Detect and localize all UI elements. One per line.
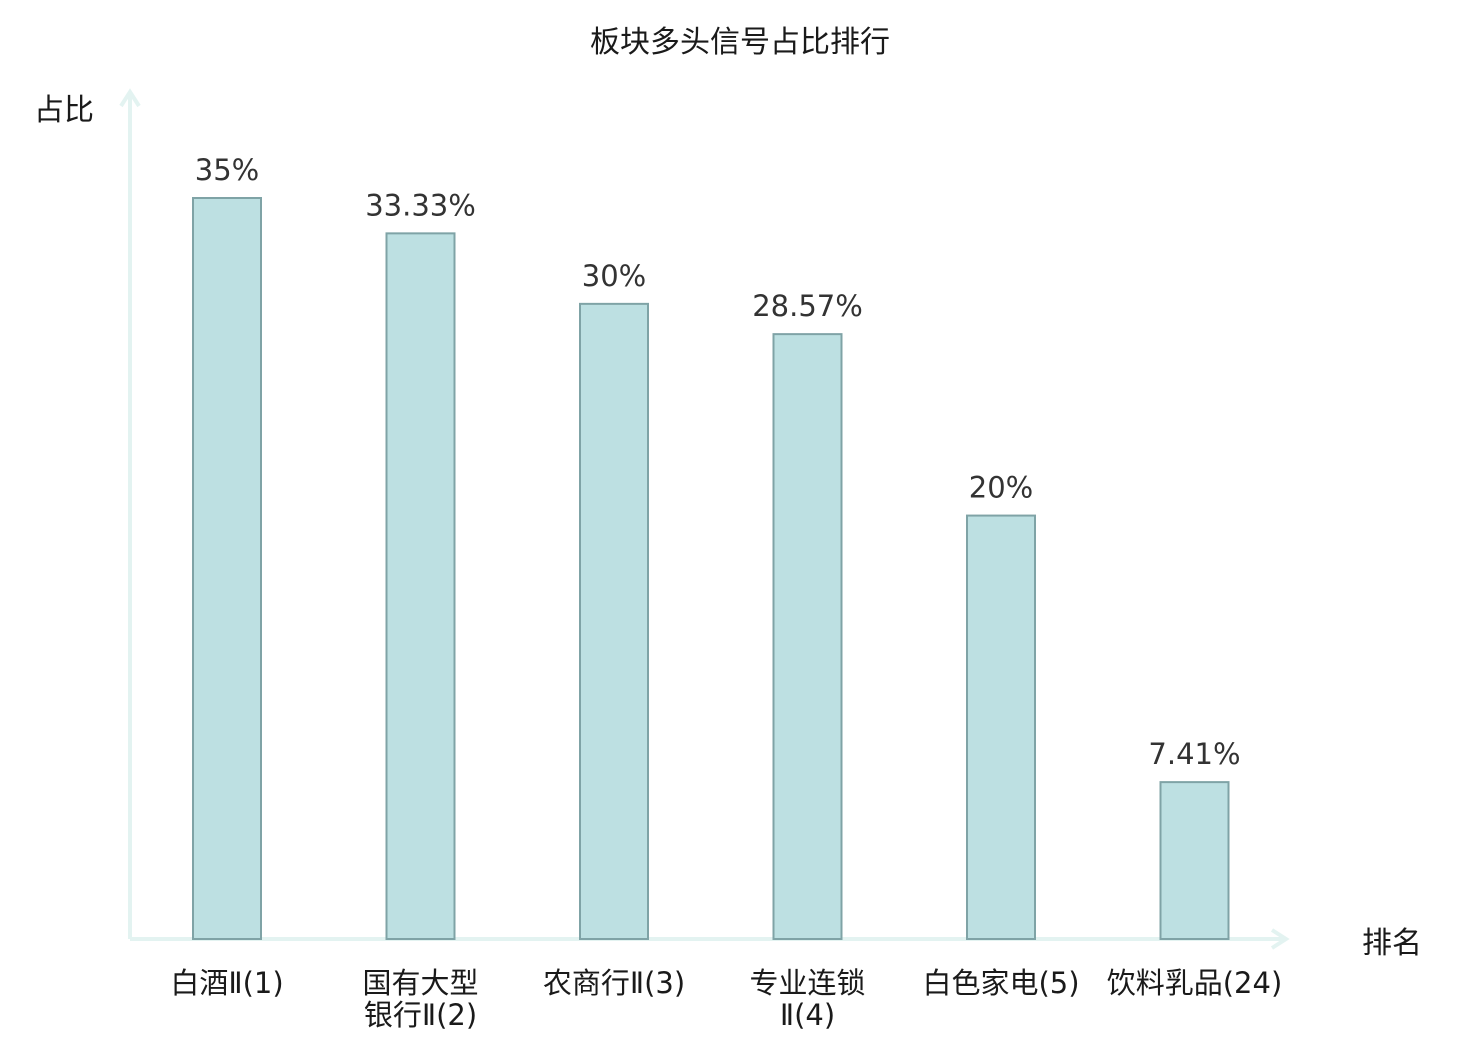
x-tick-label: 专业连锁 xyxy=(749,966,865,1000)
data-label: 20% xyxy=(969,471,1033,505)
x-axis-label: 排名 xyxy=(1362,926,1422,961)
data-label: 7.41% xyxy=(1148,737,1240,771)
x-tick-label: 白酒Ⅱ(1) xyxy=(170,966,283,1000)
y-axis-arrow xyxy=(119,88,141,108)
y-axis-label: 占比 xyxy=(34,93,94,128)
data-label: 35% xyxy=(195,153,259,187)
bar xyxy=(772,333,843,941)
x-tick-label: 饮料乳品(24) xyxy=(1107,966,1283,1000)
bar xyxy=(966,514,1036,940)
x-tick-label: 国有大型 xyxy=(362,966,478,1000)
x-tick-label: 农商行Ⅱ(3) xyxy=(543,966,685,1000)
chart-title: 板块多头信号占比排行 xyxy=(590,25,890,60)
x-tick-label: 白色家电(5) xyxy=(922,966,1079,1000)
data-label: 28.57% xyxy=(752,289,863,323)
bar xyxy=(1159,781,1230,940)
bar xyxy=(192,197,262,940)
bar xyxy=(385,232,456,941)
x-tick-label: Ⅱ(4) xyxy=(780,998,835,1032)
data-label: 33.33% xyxy=(365,188,476,222)
bar xyxy=(579,302,649,941)
x-tick-label: 银行Ⅱ(2) xyxy=(364,998,477,1032)
data-label: 30% xyxy=(582,259,646,293)
x-axis-arrow xyxy=(1270,928,1290,950)
